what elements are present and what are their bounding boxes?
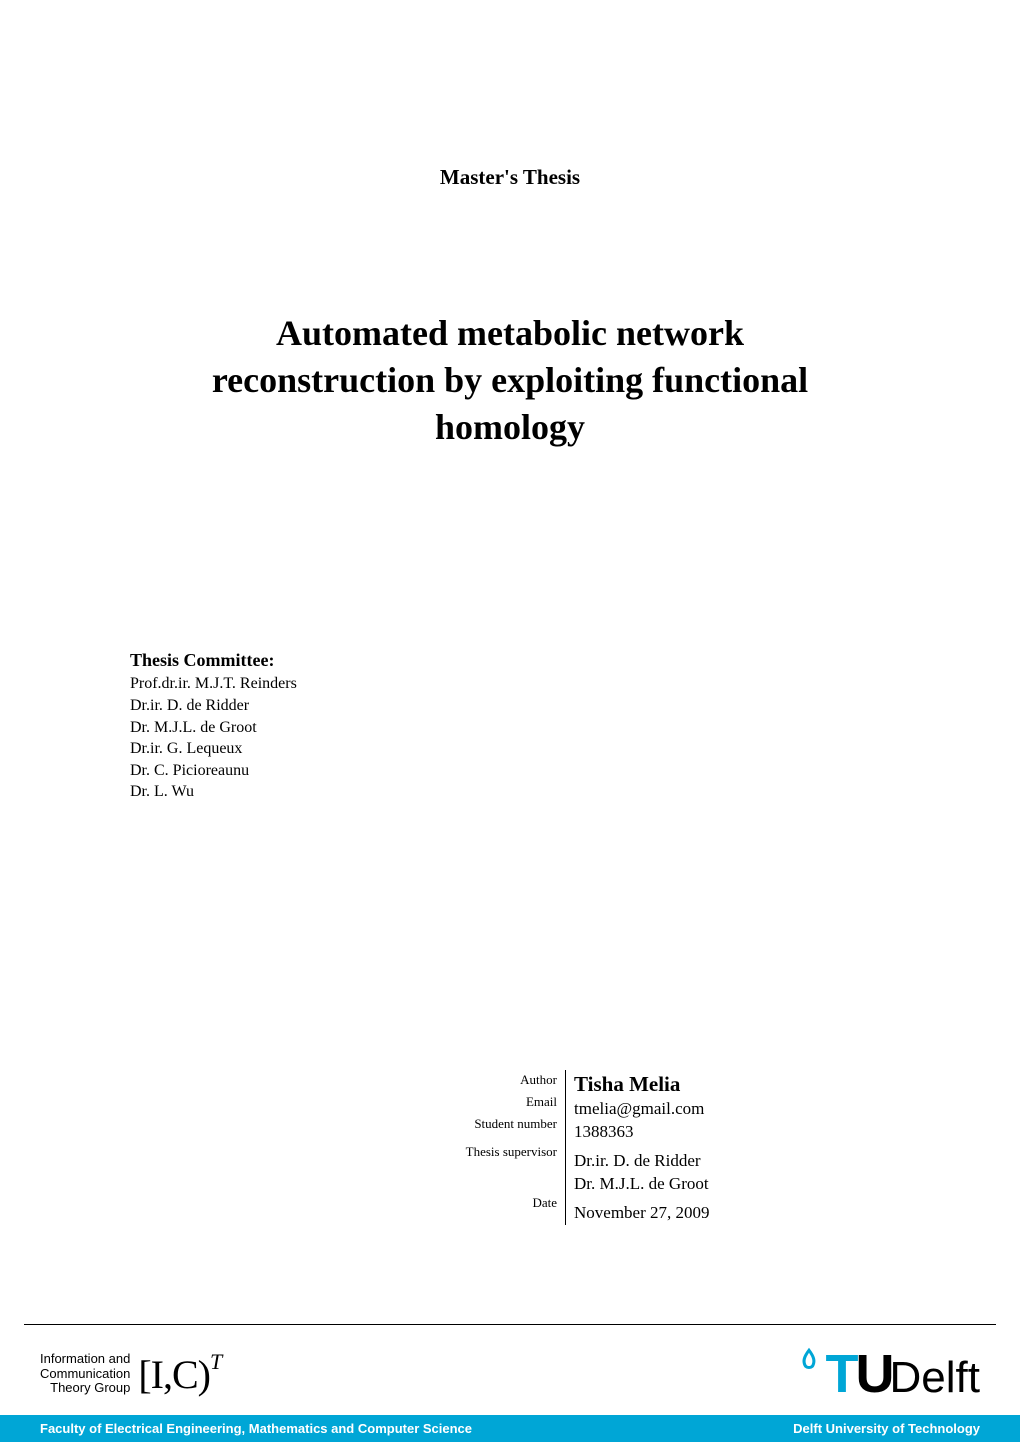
faculty-name: Faculty of Electrical Engineering, Mathe… [40, 1421, 472, 1436]
committee-member: Dr. L. Wu [130, 781, 890, 803]
thesis-title: Automated metabolic network reconstructi… [130, 310, 890, 450]
committee-heading: Thesis Committee: [130, 650, 890, 671]
date-label: Date [0, 1193, 557, 1215]
flame-icon [792, 1346, 826, 1380]
title-line-2: reconstruction by exploiting functional [130, 357, 890, 404]
committee-member: Dr.ir. D. de Ridder [130, 695, 890, 717]
student-number-label: Student number [0, 1114, 557, 1136]
committee-member: Prof.dr.ir. M.J.T. Reinders [130, 673, 890, 695]
footer-band: Faculty of Electrical Engineering, Mathe… [0, 1415, 1020, 1442]
document-type: Master's Thesis [130, 165, 890, 190]
supervisor-2: Dr. M.J.L. de Groot [574, 1173, 1020, 1196]
committee-member: Dr. M.J.L. de Groot [130, 717, 890, 739]
student-number: 1388363 [574, 1121, 1020, 1144]
page-footer: Information and Communication Theory Gro… [0, 1324, 1020, 1442]
tu-logo-u: U [856, 1343, 892, 1405]
ict-line-1: Information and [40, 1352, 130, 1367]
author-email: tmelia@gmail.com [574, 1098, 1020, 1121]
ict-symbol-bracket: [I,C) [138, 1352, 210, 1397]
tu-logo-delft: Delft [890, 1353, 980, 1403]
committee-member: Dr.ir. G. Lequeux [130, 738, 890, 760]
tu-logo-t: T [826, 1343, 856, 1405]
author-label: Author [0, 1070, 557, 1092]
tudelft-logo: TUDelft [792, 1343, 980, 1405]
thesis-date: November 27, 2009 [574, 1202, 1020, 1225]
ict-group-logo: Information and Communication Theory Gro… [40, 1351, 221, 1398]
email-label: Email [0, 1092, 557, 1114]
thesis-committee: Thesis Committee: Prof.dr.ir. M.J.T. Rei… [130, 650, 890, 803]
committee-member: Dr. C. Picioreaunu [130, 760, 890, 782]
title-line-3: homology [130, 404, 890, 451]
spacer [0, 1164, 557, 1187]
ict-line-3: Theory Group [40, 1381, 130, 1396]
title-line-1: Automated metabolic network [130, 310, 890, 357]
ict-line-2: Communication [40, 1367, 130, 1382]
university-name: Delft University of Technology [793, 1421, 980, 1436]
author-info-block: Author Email Student number Thesis super… [0, 1070, 1020, 1225]
author-name: Tisha Melia [574, 1070, 1020, 1098]
ict-symbol: [I,C)T [138, 1351, 221, 1398]
supervisor-label: Thesis supervisor [0, 1142, 557, 1164]
ict-symbol-superscript: T [210, 1349, 221, 1374]
supervisor-1: Dr.ir. D. de Ridder [574, 1150, 1020, 1173]
